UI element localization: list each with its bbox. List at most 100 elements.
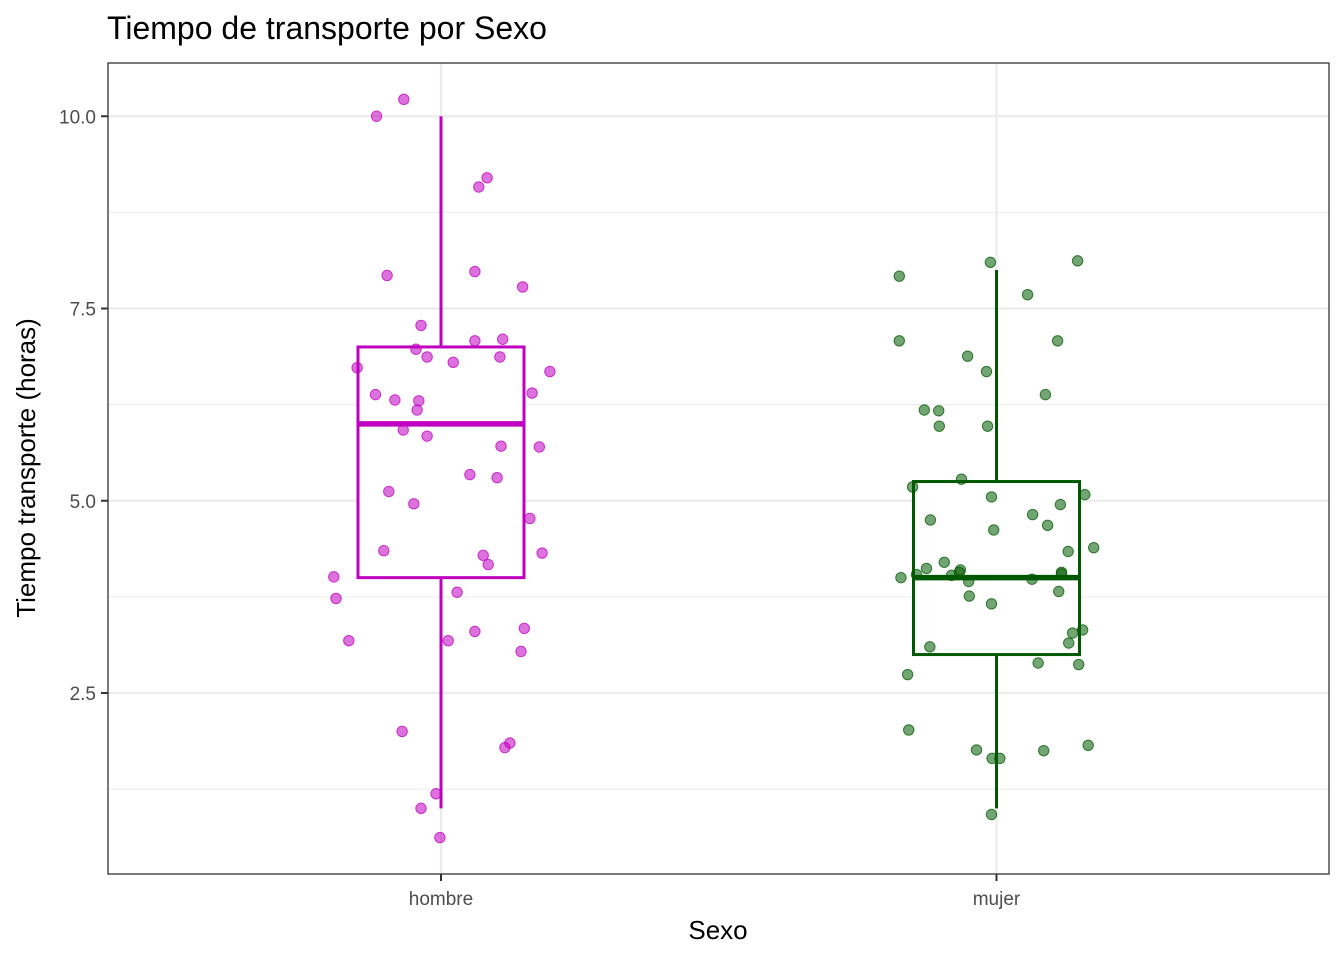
data-point bbox=[1041, 519, 1054, 532]
data-point bbox=[413, 395, 425, 407]
data-point bbox=[1071, 255, 1084, 267]
y-tick-label: 10.0 bbox=[59, 107, 96, 128]
data-point bbox=[469, 625, 481, 638]
data-point bbox=[477, 549, 489, 562]
data-point bbox=[938, 556, 950, 568]
data-point bbox=[1088, 541, 1100, 554]
data-point bbox=[1076, 624, 1089, 636]
data-point bbox=[903, 724, 915, 736]
data-point bbox=[918, 404, 930, 416]
y-tick-label: 5.0 bbox=[70, 492, 96, 513]
data-point bbox=[1038, 744, 1050, 757]
data-point bbox=[430, 788, 442, 800]
data-point bbox=[906, 481, 919, 493]
data-point bbox=[397, 424, 409, 436]
data-point bbox=[481, 172, 493, 184]
data-point bbox=[985, 491, 998, 503]
data-point bbox=[396, 725, 408, 738]
data-point bbox=[411, 404, 423, 416]
data-point bbox=[1039, 388, 1052, 401]
data-point bbox=[351, 362, 363, 374]
box-iqr bbox=[356, 345, 526, 580]
data-point bbox=[496, 333, 509, 345]
data-point bbox=[1026, 508, 1039, 521]
data-point bbox=[933, 405, 945, 417]
data-point bbox=[901, 668, 914, 681]
data-point bbox=[920, 562, 933, 575]
data-point bbox=[970, 744, 983, 756]
box-plots bbox=[356, 116, 1081, 809]
data-point bbox=[1062, 545, 1074, 558]
data-point bbox=[524, 512, 536, 525]
data-point bbox=[1082, 739, 1094, 751]
data-point bbox=[464, 468, 476, 481]
data-point bbox=[469, 265, 481, 278]
data-point bbox=[518, 622, 531, 635]
data-point bbox=[491, 471, 503, 484]
data-point bbox=[421, 430, 433, 442]
data-point bbox=[369, 388, 382, 401]
data-point bbox=[370, 110, 383, 122]
data-point bbox=[985, 808, 998, 821]
data-point bbox=[408, 498, 420, 510]
data-point bbox=[924, 514, 937, 526]
data-point bbox=[442, 635, 454, 647]
data-point bbox=[1073, 658, 1085, 671]
chart-title: Tiempo de transporte por Sexo bbox=[107, 10, 547, 46]
data-point bbox=[910, 568, 923, 581]
data-point bbox=[984, 256, 997, 269]
data-point bbox=[469, 335, 481, 347]
data-point bbox=[988, 524, 1000, 536]
data-point bbox=[482, 558, 494, 571]
grid-lines bbox=[108, 63, 1329, 874]
data-point bbox=[1053, 585, 1065, 598]
data-point bbox=[383, 485, 395, 498]
data-point bbox=[994, 752, 1006, 765]
data-point bbox=[1079, 488, 1091, 501]
data-point bbox=[381, 269, 393, 282]
data-point bbox=[495, 440, 507, 452]
data-point bbox=[1026, 573, 1038, 585]
data-point bbox=[1055, 568, 1068, 580]
data-point bbox=[533, 441, 546, 453]
data-point bbox=[378, 545, 390, 557]
data-point bbox=[389, 394, 401, 406]
data-point bbox=[963, 575, 975, 588]
data-point bbox=[981, 420, 994, 432]
data-point bbox=[544, 365, 556, 378]
x-tick-label: mujer bbox=[973, 889, 1021, 910]
data-point bbox=[415, 319, 427, 332]
data-point bbox=[924, 641, 936, 653]
data-point bbox=[1051, 335, 1064, 347]
data-point bbox=[893, 270, 905, 282]
data-point bbox=[494, 351, 506, 363]
data-point bbox=[447, 356, 459, 369]
y-axis-ticks: 2.5 5.0 7.5 10.0 bbox=[59, 107, 108, 705]
data-point bbox=[328, 571, 340, 583]
y-axis-title: Tiempo transporte (horas) bbox=[11, 318, 41, 618]
data-point bbox=[526, 387, 538, 399]
panel-border bbox=[107, 62, 1330, 875]
data-point bbox=[955, 473, 968, 485]
data-point bbox=[961, 350, 974, 362]
data-point bbox=[515, 645, 527, 658]
data-point bbox=[398, 93, 410, 106]
data-point bbox=[895, 571, 907, 584]
data-point bbox=[451, 586, 463, 598]
data-point bbox=[945, 569, 958, 582]
data-point bbox=[1032, 657, 1044, 669]
data-point bbox=[893, 335, 905, 347]
data-point bbox=[1066, 627, 1079, 639]
data-point bbox=[330, 592, 342, 605]
data-point bbox=[1021, 288, 1034, 301]
data-point bbox=[343, 635, 355, 647]
data-point bbox=[434, 831, 446, 844]
data-point bbox=[536, 547, 548, 559]
data-point bbox=[473, 181, 485, 193]
box-iqr bbox=[912, 480, 1081, 657]
x-tick-label: hombre bbox=[409, 889, 473, 910]
data-point bbox=[415, 802, 427, 815]
data-point bbox=[985, 598, 998, 610]
data-point bbox=[1063, 637, 1075, 649]
